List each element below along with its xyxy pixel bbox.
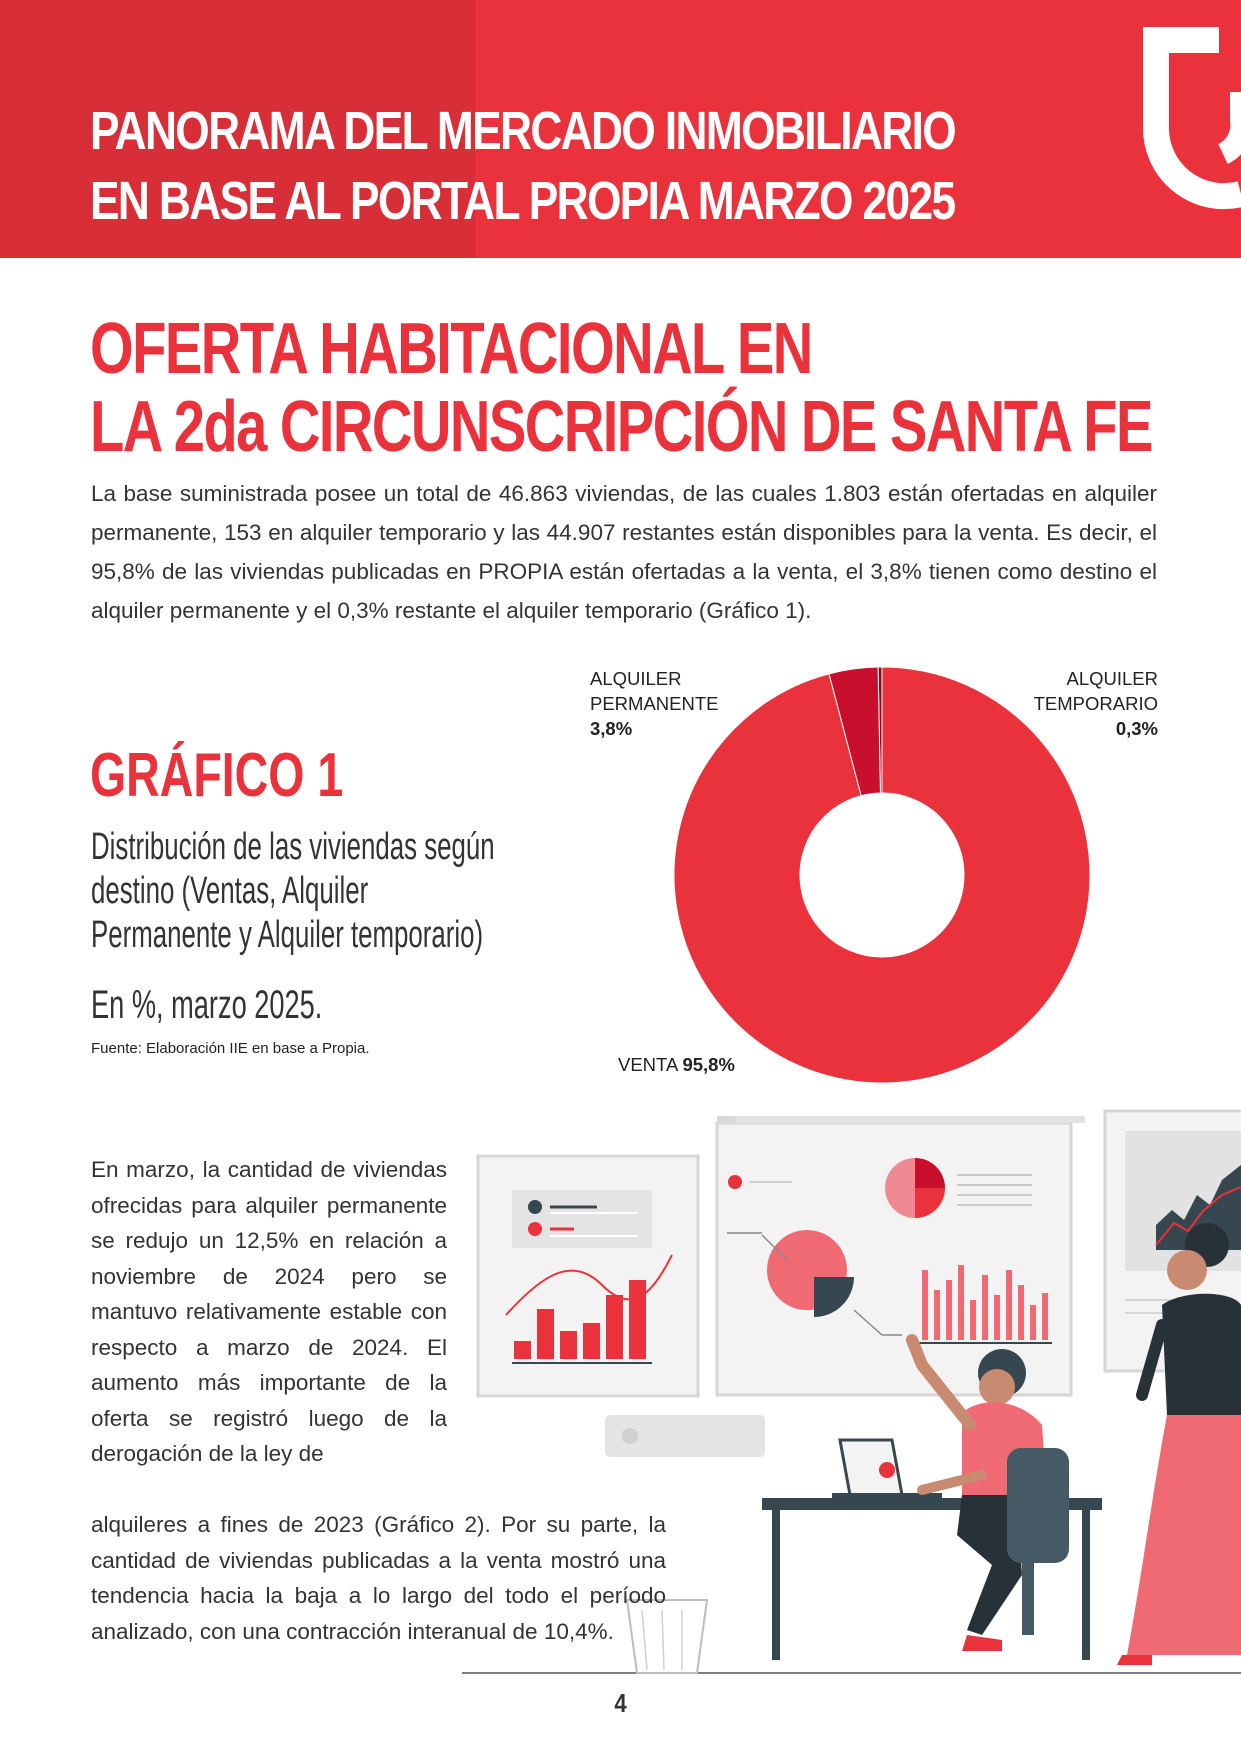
trash-bin xyxy=(625,1599,709,1674)
donut-chart xyxy=(673,666,1091,1084)
header-accent-block xyxy=(0,0,475,258)
intro-paragraph: La base suministrada posee un total de 4… xyxy=(91,481,1157,623)
label-venta-value: 95,8% xyxy=(682,1054,735,1075)
donut-slice-alquiler-permanente xyxy=(828,666,881,797)
label-temp-line2: TEMPORARIO xyxy=(1033,693,1158,714)
section-title-line2: LA 2da CIRCUNSCRIPCIÓN DE SANTA FE xyxy=(90,387,1153,467)
dashboard-card-left xyxy=(476,1154,700,1398)
chart-title: GRÁFICO 1 xyxy=(90,741,344,810)
label-alquiler-permanente: ALQUILER PERMANENTE 3,8% xyxy=(590,666,719,741)
body-paragraph-2: alquileres a fines de 2023 (Gráfico 2). … xyxy=(91,1512,666,1644)
business-analytics-illustration xyxy=(462,1095,1241,1675)
standing-woman-figure xyxy=(1117,1223,1241,1665)
document-title-line2: EN BASE AL PORTAL PROPIA MARZO 2025 xyxy=(90,171,956,231)
seated-man-figure xyxy=(906,1334,1069,1651)
brand-logo-icon xyxy=(1142,27,1241,210)
header-banner: PANORAMA DEL MERCADO INMOBILIARIO EN BAS… xyxy=(0,0,1241,258)
label-perm-line1: ALQUILER xyxy=(590,668,682,689)
chart-subtitle: Distribución de las viviendas según dest… xyxy=(91,826,495,956)
chart-source: Fuente: Elaboración IIE en base a Propia… xyxy=(91,1040,370,1057)
label-perm-value: 3,8% xyxy=(590,718,633,739)
label-venta-name: VENTA xyxy=(618,1054,678,1075)
floating-note-card xyxy=(605,1415,765,1457)
label-venta: VENTA 95,8% xyxy=(618,1052,735,1077)
chart-units: En %, marzo 2025. xyxy=(91,983,323,1027)
label-temp-value: 0,3% xyxy=(1115,718,1158,739)
dashboard-card-center xyxy=(715,1116,1085,1397)
label-temp-line1: ALQUILER xyxy=(1066,668,1158,689)
document-title: PANORAMA DEL MERCADO INMOBILIARIO EN BAS… xyxy=(90,96,957,236)
donut-slice-venta xyxy=(673,666,1091,1084)
label-alquiler-temporario: ALQUILER TEMPORARIO 0,3% xyxy=(970,666,1158,741)
label-perm-line2: PERMANENTE xyxy=(590,693,719,714)
document-title-line1: PANORAMA DEL MERCADO INMOBILIARIO xyxy=(90,101,957,161)
body-paragraph-1: En marzo, la cantidad de viviendas ofrec… xyxy=(91,1157,447,1466)
section-title: OFERTA HABITACIONAL EN LA 2da CIRCUNSCRI… xyxy=(90,309,1153,467)
section-title-line1: OFERTA HABITACIONAL EN xyxy=(90,309,813,389)
page-number: 4 xyxy=(614,1688,627,1718)
